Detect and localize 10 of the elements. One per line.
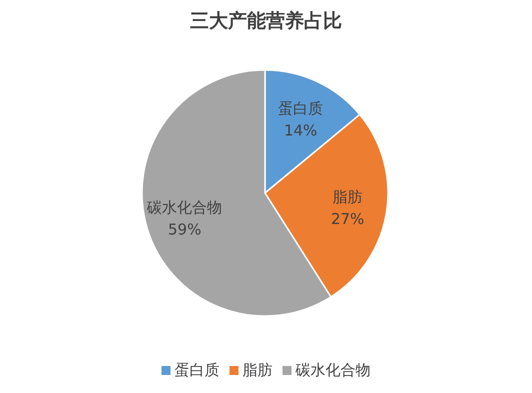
data-label: 14% xyxy=(284,121,318,140)
chart-title: 三大产能营养占比 xyxy=(190,10,342,32)
slice-label: 脂肪 xyxy=(332,188,363,206)
legend-label: 蛋白质 xyxy=(174,361,220,379)
data-label: 27% xyxy=(330,210,364,228)
legend-label: 碳水化合物 xyxy=(294,361,370,379)
legend-label: 脂肪 xyxy=(242,361,272,379)
data-label: 59% xyxy=(168,220,202,238)
slice-label: 蛋白质 xyxy=(278,99,324,118)
slice-label: 碳水化合物 xyxy=(146,198,222,216)
